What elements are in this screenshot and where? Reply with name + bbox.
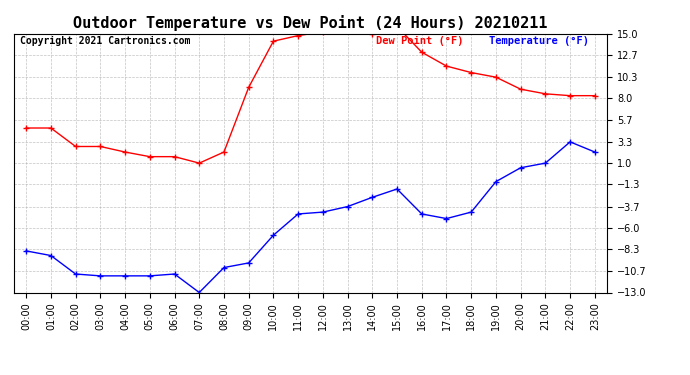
Text: Dew Point (°F): Dew Point (°F) <box>376 36 463 46</box>
Title: Outdoor Temperature vs Dew Point (24 Hours) 20210211: Outdoor Temperature vs Dew Point (24 Hou… <box>73 15 548 31</box>
Text: Temperature (°F): Temperature (°F) <box>489 36 589 46</box>
Text: Copyright 2021 Cartronics.com: Copyright 2021 Cartronics.com <box>20 36 190 46</box>
